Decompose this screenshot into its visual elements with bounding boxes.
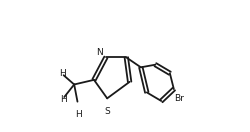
Text: H: H [75,110,82,119]
Text: Br: Br [174,94,184,103]
Text: H: H [60,95,66,103]
Text: N: N [96,48,102,57]
Text: H: H [59,69,66,78]
Text: S: S [104,107,110,116]
